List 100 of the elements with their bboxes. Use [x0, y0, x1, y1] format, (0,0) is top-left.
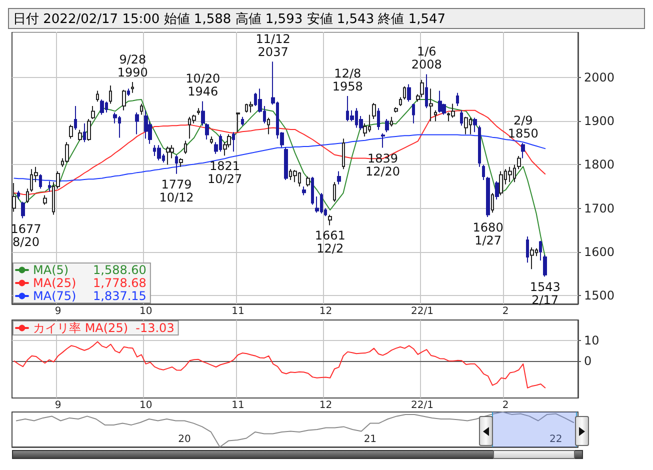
candlestick	[78, 129, 82, 142]
candlestick	[232, 132, 235, 152]
legend-label: MA(75)	[33, 289, 76, 303]
annotation: 1,778.68	[93, 276, 146, 290]
candlestick	[482, 164, 485, 180]
candlestick	[434, 110, 437, 122]
x-tick-label: 10	[139, 306, 152, 317]
x-tick-label: 22/1	[411, 306, 434, 317]
x-tick-label: 21	[364, 434, 377, 445]
candlestick	[333, 182, 336, 202]
candlestick	[394, 106, 398, 114]
candlestick	[236, 112, 240, 133]
candlestick	[543, 254, 547, 278]
candlestick	[390, 116, 393, 127]
candlestick	[96, 90, 99, 102]
x-tick-label: 2	[502, 400, 509, 411]
annotation: 1821 10/27	[208, 159, 242, 186]
y-tick-label: 0	[584, 354, 592, 368]
y-tick-label: 1900	[584, 114, 615, 128]
candlestick	[74, 105, 77, 130]
candlestick	[157, 144, 161, 161]
annotation: 12/8 1958	[332, 66, 363, 94]
candlestick	[420, 79, 424, 98]
annotation: 1680 1/27	[472, 220, 504, 248]
annotation: 11/12 2037	[256, 32, 290, 60]
candlestick	[91, 105, 95, 120]
candlestick	[499, 170, 503, 196]
annotation: 1661 12/2	[314, 228, 346, 256]
annotation: 9/28 1990	[117, 52, 148, 80]
candlestick	[328, 214, 332, 226]
candlestick	[140, 103, 143, 116]
candlestick	[451, 103, 455, 118]
candlestick	[26, 188, 29, 204]
candlestick	[302, 186, 306, 196]
x-tick-label: 9	[54, 306, 62, 317]
candlestick	[486, 176, 490, 218]
candlestick	[381, 132, 385, 148]
x-tick-label: 20	[178, 434, 191, 445]
x-tick-label: 22	[550, 434, 562, 445]
candlestick	[491, 192, 494, 214]
x-tick-label: 11	[232, 400, 244, 411]
candlestick	[241, 116, 244, 126]
candlestick	[21, 201, 25, 219]
candlestick	[311, 176, 314, 206]
candlestick	[201, 100, 205, 126]
candlestick	[293, 169, 297, 183]
candlestick	[456, 92, 459, 106]
candlestick	[425, 74, 428, 109]
candlestick	[48, 180, 51, 192]
annotation: 1779 10/12	[159, 177, 194, 204]
candlestick	[377, 108, 380, 130]
candlestick	[464, 116, 468, 135]
candlestick	[17, 190, 20, 200]
candlestick	[530, 246, 534, 270]
y-tick-label: 1800	[584, 158, 615, 172]
candlestick	[127, 88, 130, 96]
candlestick	[205, 122, 209, 140]
x-tick-label: 11	[232, 306, 244, 317]
y-tick-label: 1600	[584, 244, 615, 259]
candlestick	[342, 138, 345, 170]
candlestick	[135, 112, 139, 135]
candlestick	[69, 124, 73, 140]
candlestick	[460, 110, 463, 126]
candlestick	[249, 101, 253, 114]
candlestick	[399, 96, 402, 106]
x-tick-label: 9	[54, 400, 62, 411]
candlestick	[517, 156, 521, 170]
candlestick	[109, 85, 112, 104]
candlestick	[473, 117, 477, 133]
candlestick	[43, 194, 47, 206]
y-tick-label: 2000	[584, 70, 615, 85]
candlestick	[385, 118, 389, 133]
candlestick	[508, 166, 512, 183]
x-tick-label: 22/1	[411, 400, 434, 411]
candlestick	[166, 146, 170, 166]
x-tick-label: 12	[319, 306, 332, 317]
y-tick-label: 1500	[584, 288, 615, 302]
candlestick	[184, 140, 187, 154]
candlestick	[83, 122, 86, 143]
candlestick	[403, 86, 406, 100]
annotation: 10/20 1946	[186, 72, 220, 99]
x-tick-label: 10	[139, 400, 152, 411]
candlestick	[87, 118, 91, 142]
candlestick	[337, 170, 341, 185]
candlestick	[65, 142, 69, 164]
candlestick	[478, 125, 481, 168]
legend-label: MA(25)	[33, 276, 76, 290]
annotation: 1543 2/17	[530, 280, 560, 308]
x-tick-label: 12	[319, 400, 332, 411]
annotation: 2/9 1850	[508, 113, 538, 140]
candlestick	[197, 108, 200, 116]
annotation: 1,588.60	[93, 263, 146, 277]
line-series	[14, 341, 546, 388]
candlestick	[438, 90, 442, 114]
chart-title: 日付 2022/02/17 15:00 始値 1,588 高値 1,593 安値 1,543 終値 1,547	[8, 8, 645, 29]
candlestick	[315, 196, 319, 214]
candlestick	[495, 180, 499, 200]
candlestick	[306, 176, 310, 187]
candlestick	[407, 84, 411, 102]
annotation: 1,837.15	[93, 289, 146, 303]
